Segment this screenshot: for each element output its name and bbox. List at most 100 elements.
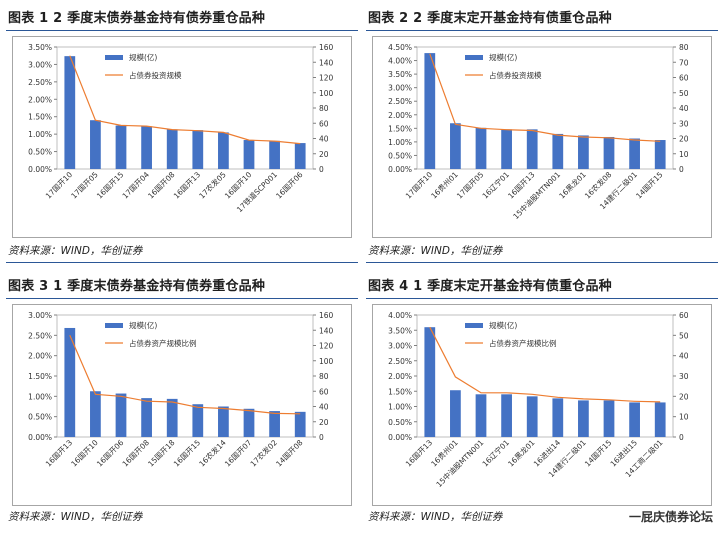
- bar: [166, 398, 178, 437]
- bar: [64, 327, 76, 437]
- bar: [64, 56, 76, 169]
- chart-title: 图表 3 1 季度末债券基金持有债券重仓品种: [8, 279, 266, 294]
- left-axis-tick-label: 4.50%: [388, 43, 412, 52]
- right-axis-tick-label: 70: [679, 58, 689, 67]
- left-axis-tick-label: 2.50%: [28, 78, 52, 87]
- right-axis-tick-label: 80: [319, 104, 329, 113]
- bar: [269, 411, 280, 437]
- watermark-label: 一屁庆债券论坛: [624, 507, 717, 526]
- title-rule: [6, 298, 358, 299]
- bar: [552, 398, 564, 437]
- right-axis-tick-label: 20: [319, 150, 329, 159]
- right-axis-tick-label: 0: [679, 433, 684, 442]
- right-axis-tick-label: 10: [679, 413, 689, 422]
- chart-panel-2: 图表 2 2 季度末定开基金持有债重仓品种 0.00% 0.50% 1.00% 1.5…: [366, 6, 718, 270]
- legend-bar-label: 规模(亿): [489, 52, 517, 62]
- chart-panel-3: 图表 3 1 季度末债券基金持有债券重仓品种 0.00% 0.50% 1.00% 1.…: [6, 274, 358, 538]
- bar: [501, 129, 512, 169]
- right-axis-tick-label: 60: [679, 74, 689, 83]
- left-axis-tick-label: 4.00%: [388, 57, 412, 66]
- chart-title: 图表 2 2 季度末定开基金持有债重仓品种: [368, 11, 612, 26]
- right-axis-tick-label: 20: [679, 392, 689, 401]
- title-rule: [6, 30, 358, 31]
- bar: [294, 143, 306, 169]
- bar: [629, 402, 640, 437]
- bar: [629, 138, 640, 169]
- left-axis-tick-label: 1.00%: [28, 130, 52, 139]
- bar: [192, 404, 204, 437]
- series-line: [69, 335, 301, 415]
- left-axis-tick-label: 1.00%: [388, 403, 412, 412]
- right-axis-tick-label: 0: [679, 165, 684, 174]
- bar: [603, 400, 615, 437]
- bar: [424, 327, 436, 437]
- category-label: 15中油股MTN001: [434, 437, 486, 489]
- left-axis-tick-label: 2.50%: [28, 331, 52, 340]
- right-axis-tick-label: 40: [319, 135, 329, 144]
- right-axis-tick-label: 100: [319, 89, 334, 98]
- right-axis-tick-label: 0: [319, 165, 324, 174]
- legend-bar-swatch: [465, 55, 483, 60]
- legend-bar-swatch: [465, 323, 483, 328]
- bar: [115, 125, 127, 169]
- bar: [218, 132, 229, 169]
- right-axis-tick-label: 10: [679, 150, 689, 159]
- bar: [578, 400, 589, 437]
- bar: [166, 129, 178, 169]
- right-axis-tick-label: 50: [679, 331, 689, 340]
- bottom-rule: [366, 262, 718, 263]
- chart-frame: 0.00% 0.50% 1.00% 1.50% 2.00% 2.50% 3.00% 3.50%…: [372, 304, 712, 506]
- left-axis-tick-label: 1.00%: [28, 392, 52, 401]
- category-label: 14国开08: [274, 438, 305, 469]
- left-axis-tick-label: 2.00%: [28, 352, 52, 361]
- bar: [192, 130, 204, 169]
- right-axis-tick-label: 0: [319, 433, 324, 442]
- bar: [424, 53, 436, 169]
- bar: [526, 129, 538, 169]
- right-axis-tick-label: 140: [319, 326, 334, 335]
- left-axis-tick-label: 2.50%: [388, 97, 412, 106]
- bar: [141, 398, 152, 437]
- left-axis-tick-label: 1.50%: [28, 372, 52, 381]
- right-axis-tick-label: 80: [679, 43, 689, 52]
- left-axis-tick-label: 1.50%: [388, 124, 412, 133]
- right-axis-tick-label: 30: [679, 119, 689, 128]
- bar-line-chart: 0.00% 0.50% 1.00% 1.50% 2.00% 2.50% 3.00% 3.50%…: [28, 43, 334, 214]
- bar: [141, 126, 152, 169]
- legend-line-label: 占债券资产规模比例: [129, 338, 197, 348]
- bar: [475, 394, 487, 437]
- chart-panel-4: 图表 4 1 季度末定开基金持有债重仓品种 0.00% 0.50% 1.00% 1.5…: [366, 274, 718, 538]
- bar-line-chart: 0.00% 0.50% 1.00% 1.50% 2.00% 2.50% 3.00% 0 20 40…: [28, 311, 334, 469]
- left-axis-tick-label: 2.00%: [28, 95, 52, 104]
- left-axis-tick-label: 3.00%: [388, 84, 412, 93]
- right-axis-tick-label: 40: [679, 104, 689, 113]
- bar: [450, 390, 461, 437]
- source-note: 资料来源：WIND，华创证券: [8, 511, 143, 523]
- left-axis-tick-label: 0.00%: [388, 165, 412, 174]
- legend-line-label: 占债券投资规模: [129, 70, 182, 80]
- left-axis-tick-label: 4.00%: [388, 311, 412, 320]
- chart-frame: 0.00% 0.50% 1.00% 1.50% 2.00% 2.50% 3.00% 3.50%…: [12, 36, 352, 238]
- right-axis-tick-label: 40: [319, 403, 329, 412]
- bar-line-chart: 0.00% 0.50% 1.00% 1.50% 2.00% 2.50% 3.00% 3.50%…: [388, 311, 689, 489]
- left-axis-tick-label: 3.50%: [388, 326, 412, 335]
- bar: [90, 391, 101, 437]
- category-label: 15中油股MTN001: [511, 169, 563, 221]
- bar: [218, 406, 229, 437]
- legend-line-label: 占债券资产规模比例: [489, 338, 557, 348]
- bar: [294, 411, 306, 437]
- left-axis-tick-label: 0.50%: [388, 418, 412, 427]
- bar: [450, 123, 461, 169]
- right-axis-tick-label: 60: [319, 387, 329, 396]
- left-axis-tick-label: 1.00%: [388, 138, 412, 147]
- right-axis-tick-label: 120: [319, 74, 334, 83]
- bar: [115, 393, 127, 437]
- legend-bar-label: 规模(亿): [129, 52, 157, 62]
- bar: [269, 140, 280, 169]
- left-axis-tick-label: 0.00%: [28, 433, 52, 442]
- right-axis-tick-label: 60: [319, 119, 329, 128]
- bar: [501, 394, 512, 437]
- category-label: 14国开15: [634, 170, 665, 201]
- left-axis-tick-label: 0.00%: [388, 433, 412, 442]
- left-axis-tick-label: 2.50%: [388, 357, 412, 366]
